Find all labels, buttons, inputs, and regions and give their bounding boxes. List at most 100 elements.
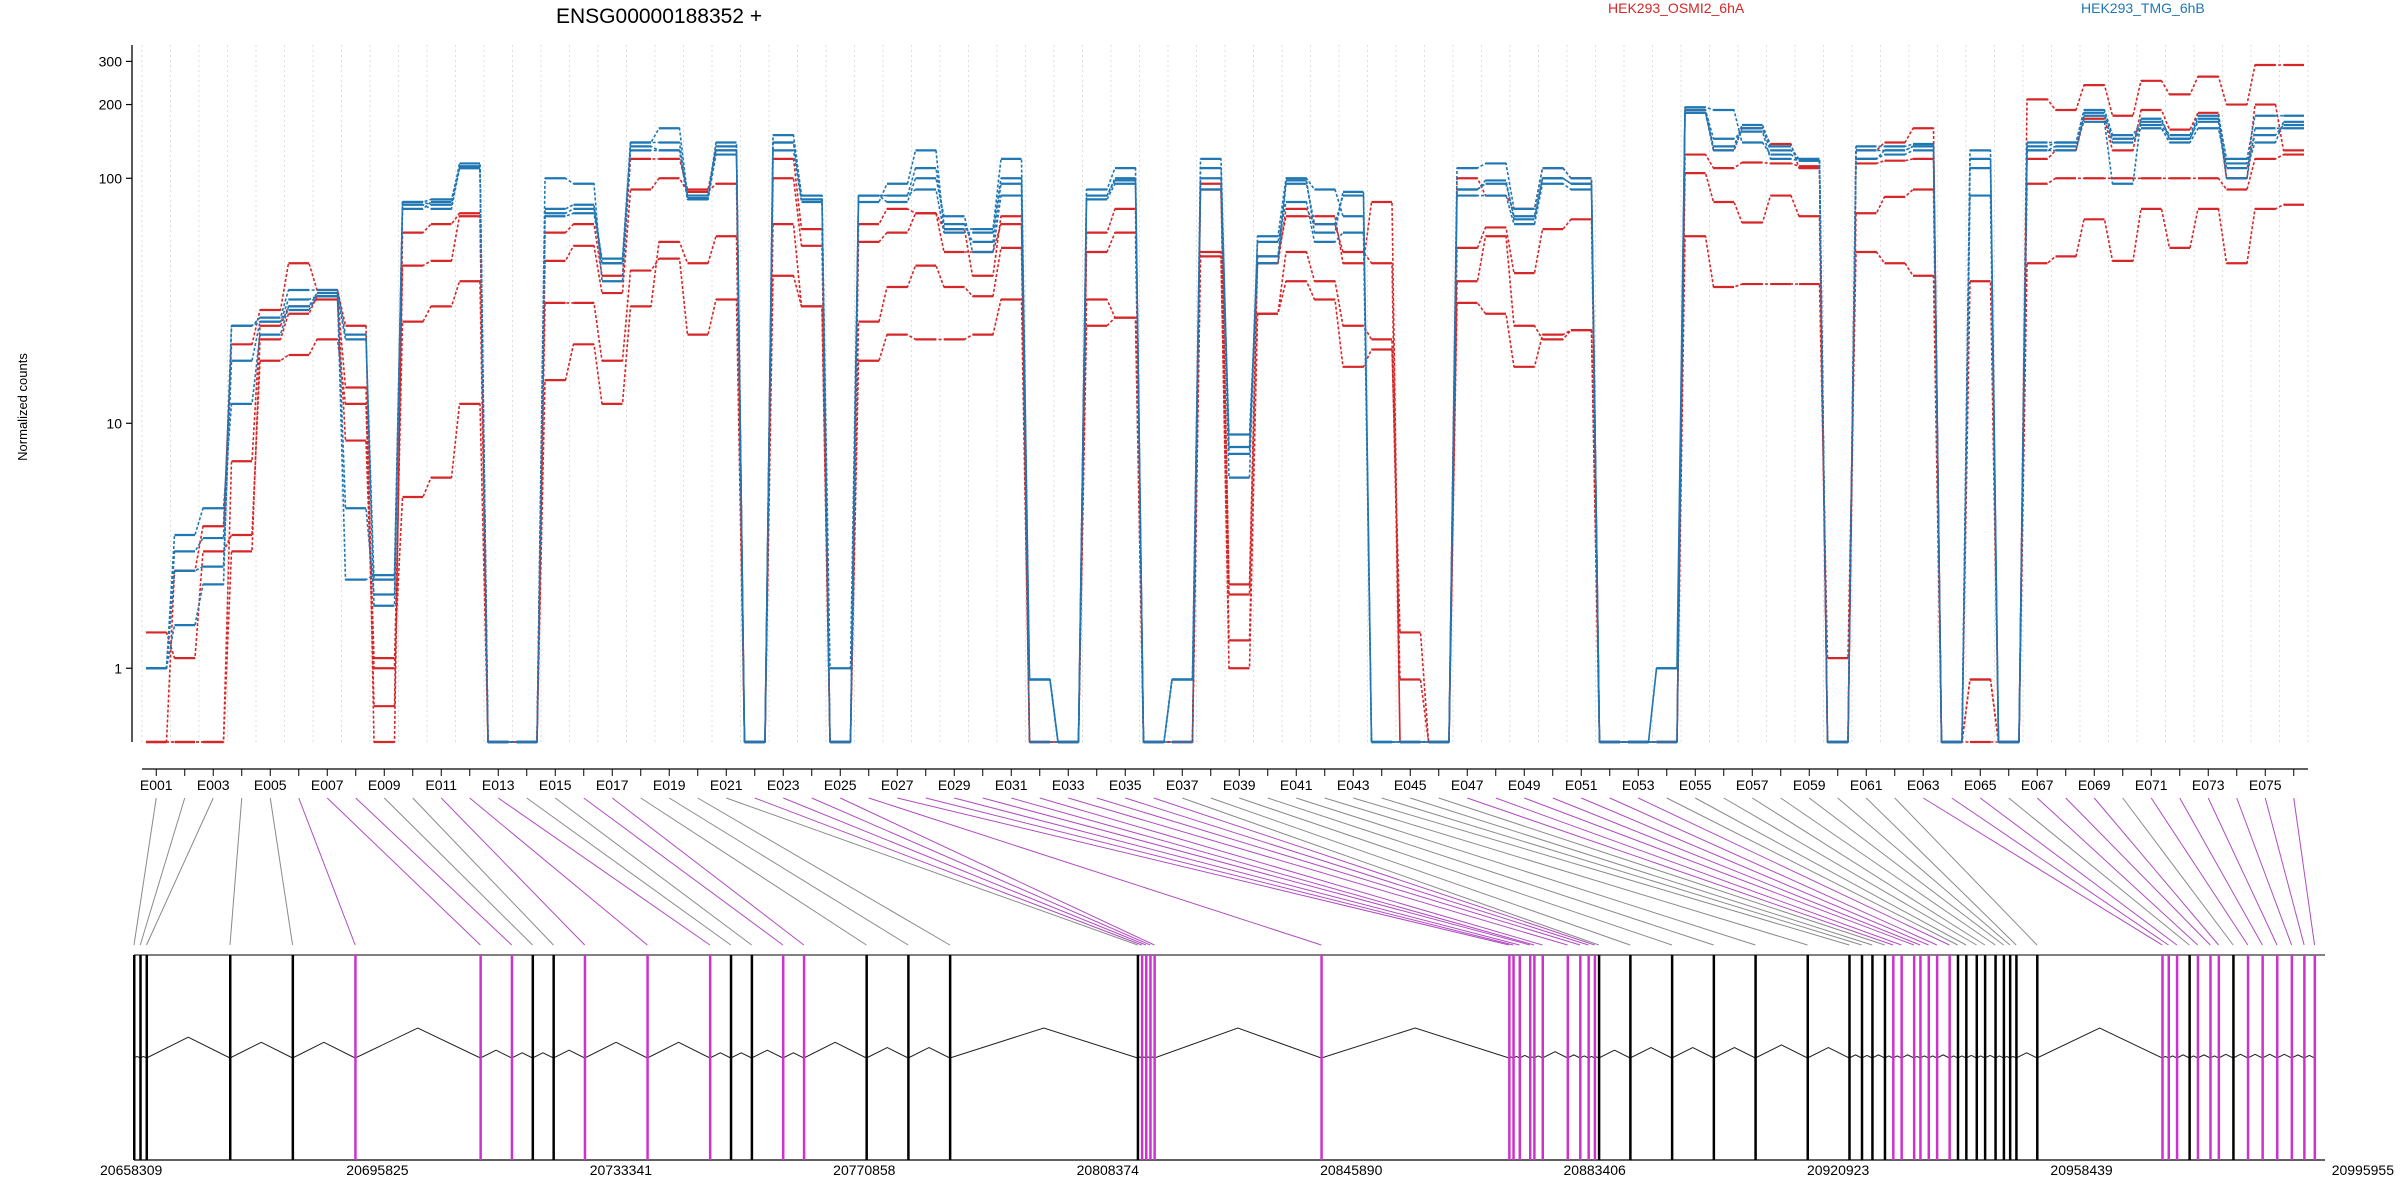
exon-block bbox=[1927, 955, 1931, 1160]
exon-tick-label: E061 bbox=[1850, 777, 1883, 793]
exon-block bbox=[145, 955, 149, 1160]
exon-connector bbox=[954, 797, 1520, 946]
exon-connector bbox=[440, 797, 586, 946]
exon-block bbox=[1912, 955, 1916, 1160]
exon-block bbox=[1629, 955, 1632, 1160]
exon-connector bbox=[146, 797, 214, 946]
exon-block bbox=[1140, 955, 1144, 1160]
exon-block bbox=[750, 955, 754, 1160]
exon-block bbox=[1528, 955, 1532, 1160]
intron bbox=[1629, 1047, 1673, 1059]
exon-connector bbox=[1609, 797, 1938, 946]
exon-connector bbox=[1210, 797, 1631, 946]
exon-tick-label: E033 bbox=[1052, 777, 1085, 793]
exon-block bbox=[907, 955, 910, 1160]
genomic-coord-label: 20995955 bbox=[2332, 1162, 2395, 1178]
intron bbox=[553, 1049, 585, 1059]
exon-tick-label: E019 bbox=[653, 777, 686, 793]
exon-block bbox=[1965, 955, 1968, 1160]
exon-connector bbox=[982, 797, 1531, 946]
exon-block bbox=[1145, 955, 1148, 1160]
exon-block bbox=[802, 955, 806, 1160]
intron bbox=[907, 1047, 951, 1059]
exon-block bbox=[1512, 955, 1515, 1160]
exon-block bbox=[1754, 955, 1757, 1160]
genomic-coord-label: 20883406 bbox=[1564, 1162, 1627, 1178]
legend-label-osmi2: HEK293_OSMI2_6hA bbox=[1608, 0, 1745, 16]
exon-block bbox=[1579, 955, 1582, 1160]
exon-block bbox=[1541, 955, 1544, 1160]
exon-connector bbox=[1296, 797, 1756, 946]
exon-tick-label: E025 bbox=[824, 777, 857, 793]
series-line bbox=[146, 153, 2304, 743]
exon-tick-label: E027 bbox=[881, 777, 914, 793]
exon-block bbox=[1149, 955, 1152, 1160]
intron bbox=[511, 1052, 533, 1059]
exon-connector bbox=[1581, 797, 1929, 946]
exon-tick-label: E065 bbox=[1964, 777, 1997, 793]
intron bbox=[2176, 1054, 2190, 1059]
exon-connector bbox=[640, 797, 867, 946]
exon-connector bbox=[1125, 797, 1589, 946]
exon-connector bbox=[1267, 797, 1714, 946]
intron bbox=[2218, 1053, 2234, 1059]
exon-block bbox=[2161, 955, 2164, 1160]
exon-block bbox=[1994, 955, 1997, 1160]
exon-block bbox=[1508, 955, 1511, 1160]
intron bbox=[1567, 1054, 1581, 1059]
exon-connector bbox=[925, 797, 1514, 946]
intron bbox=[1965, 1054, 1977, 1059]
exon-connector bbox=[583, 797, 784, 946]
exon-connector bbox=[668, 797, 909, 946]
exon-tick-label: E023 bbox=[767, 777, 800, 793]
exon-tick-label: E039 bbox=[1223, 777, 1256, 793]
exon-block bbox=[354, 955, 357, 1160]
exon-connector bbox=[897, 797, 1510, 946]
exon-connector bbox=[1068, 797, 1568, 946]
exon-connector bbox=[1979, 797, 2178, 946]
exon-tick-label: E063 bbox=[1907, 777, 1940, 793]
exon-block bbox=[1948, 955, 1951, 1160]
exon-connector bbox=[1638, 797, 1950, 946]
exon-connector bbox=[326, 797, 481, 946]
exon-connector bbox=[2122, 797, 2234, 946]
y-tick-label: 200 bbox=[99, 97, 123, 113]
exon-connector bbox=[1182, 797, 1600, 946]
intron bbox=[1154, 1027, 1322, 1059]
exon-block bbox=[133, 955, 136, 1160]
intron bbox=[1598, 1049, 1631, 1059]
exon-block bbox=[1670, 955, 1674, 1160]
exon-block bbox=[1712, 955, 1716, 1160]
exon-tick-label: E001 bbox=[140, 777, 173, 793]
exon-connector bbox=[1467, 797, 1894, 946]
exon-connector bbox=[133, 797, 157, 946]
exon-connector bbox=[469, 797, 648, 946]
exon-block bbox=[729, 955, 733, 1160]
intron bbox=[1807, 1047, 1850, 1059]
intron bbox=[782, 1052, 805, 1059]
intron bbox=[1755, 1044, 1808, 1059]
intron bbox=[2247, 1053, 2263, 1059]
intron bbox=[480, 1049, 512, 1059]
exon-connector bbox=[1239, 797, 1673, 946]
exon-connector bbox=[554, 797, 752, 946]
intron bbox=[2303, 1054, 2315, 1059]
intron bbox=[647, 1041, 711, 1059]
exon-connector bbox=[2008, 797, 2190, 946]
intron bbox=[1861, 1054, 1873, 1059]
exon-connector bbox=[2036, 797, 2199, 946]
exon-block bbox=[2002, 955, 2006, 1160]
exon-tick-label: E013 bbox=[482, 777, 515, 793]
exon-tick-label: E067 bbox=[2021, 777, 2054, 793]
intron bbox=[1321, 1027, 1510, 1059]
intron bbox=[2262, 1053, 2278, 1059]
exon-connector bbox=[811, 797, 1151, 946]
y-tick-label: 100 bbox=[99, 170, 123, 186]
exon-connector bbox=[1353, 797, 1850, 946]
exon-tick-label: E045 bbox=[1394, 777, 1427, 793]
genomic-coord-label: 20845890 bbox=[1320, 1162, 1383, 1178]
exon-tick-label: E029 bbox=[938, 777, 971, 793]
exon-block bbox=[2246, 955, 2250, 1160]
intron bbox=[2036, 1027, 2163, 1059]
intron bbox=[584, 1041, 648, 1059]
